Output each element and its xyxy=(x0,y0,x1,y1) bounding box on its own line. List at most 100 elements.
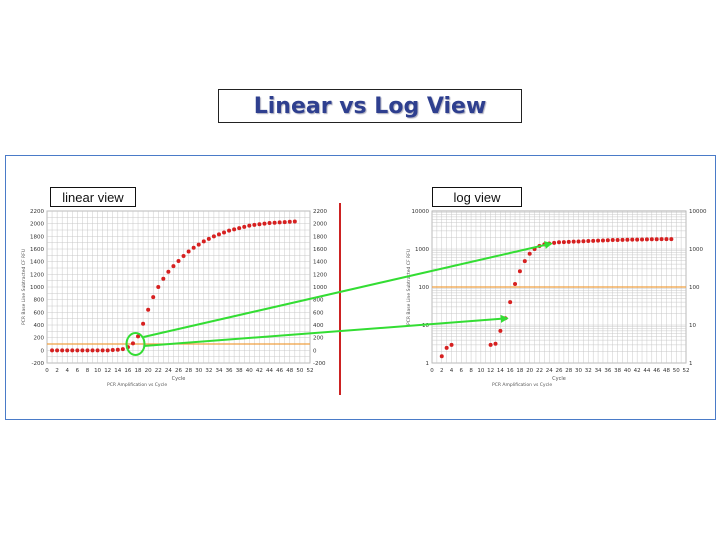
linear-x-axis-label: Cycle xyxy=(172,376,186,382)
log-x-tick-label: 6 xyxy=(460,368,464,374)
log-x-tick-label: 38 xyxy=(614,368,621,374)
linear-y-tick-label: -200 xyxy=(32,361,45,367)
log-data-point xyxy=(444,345,449,350)
linear-y-tick-label-right: 1200 xyxy=(313,272,327,278)
linear-y-tick-label-right: 600 xyxy=(313,310,324,316)
linear-data-point xyxy=(80,348,85,353)
linear-data-point xyxy=(237,226,242,231)
log-data-point xyxy=(669,237,674,242)
log-data-point xyxy=(488,342,493,347)
log-x-tick-label: 22 xyxy=(536,368,543,374)
log-x-tick-label: 44 xyxy=(643,368,650,374)
slide-title: Linear vs Log View xyxy=(218,89,522,123)
linear-y-tick-label: 200 xyxy=(34,336,45,342)
linear-x-tick-label: 38 xyxy=(236,368,243,374)
log-view-label: log view xyxy=(432,187,522,207)
log-data-point xyxy=(557,240,561,245)
log-y-tick-label-right: 10 xyxy=(689,323,696,329)
linear-y-tick-label: 1600 xyxy=(30,247,44,253)
log-x-tick-label: 14 xyxy=(497,368,504,374)
log-x-tick-label: 18 xyxy=(516,368,523,374)
log-x-tick-label: 8 xyxy=(469,368,473,374)
log-data-point xyxy=(664,237,669,242)
log-data-point xyxy=(522,259,527,264)
log-data-point xyxy=(596,238,601,243)
log-y-tick-label: 1000 xyxy=(415,247,429,253)
log-y-tick-label: 1 xyxy=(426,361,430,367)
log-y-tick-label: 10000 xyxy=(412,209,430,215)
log-x-tick-label: 32 xyxy=(585,368,592,374)
linear-x-tick-label: 8 xyxy=(86,368,90,374)
log-y-axis-label: PCR Base Line Subtracted CF RFU xyxy=(406,249,412,325)
linear-data-point xyxy=(130,341,135,346)
linear-data-point xyxy=(65,348,70,353)
linear-data-point xyxy=(110,348,115,353)
linear-y-tick-label-right: -200 xyxy=(313,361,326,367)
log-x-tick-label: 0 xyxy=(430,368,434,374)
linear-data-point xyxy=(191,245,196,250)
log-data-point xyxy=(449,342,454,347)
linear-y-tick-label-right: 2200 xyxy=(313,209,327,215)
linear-y-tick-label-right: 1600 xyxy=(313,247,327,253)
linear-data-point xyxy=(141,321,146,326)
linear-data-point xyxy=(201,239,206,244)
log-x-tick-label: 40 xyxy=(624,368,631,374)
linear-data-point xyxy=(222,230,227,235)
log-x-tick-label: 50 xyxy=(673,368,680,374)
linear-data-point xyxy=(171,264,176,269)
log-data-point xyxy=(649,237,654,242)
linear-x-tick-label: 46 xyxy=(276,368,283,374)
linear-y-tick-label: 400 xyxy=(34,323,45,329)
linear-y-tick-label: 600 xyxy=(34,310,45,316)
linear-x-tick-label: 40 xyxy=(246,368,253,374)
log-y-tick-label-right: 100 xyxy=(689,285,700,291)
linear-data-point xyxy=(105,348,110,353)
log-y-tick-label-right: 1 xyxy=(689,361,693,367)
log-x-tick-label: 48 xyxy=(663,368,670,374)
log-data-point xyxy=(513,281,518,286)
linear-x-tick-label: 26 xyxy=(175,368,182,374)
log-data-point xyxy=(517,269,522,274)
arrow-to-plateau xyxy=(143,241,553,338)
linear-data-point xyxy=(166,269,171,274)
linear-data-point xyxy=(156,285,161,289)
linear-data-point xyxy=(211,234,216,239)
linear-data-point xyxy=(115,347,120,352)
linear-data-point xyxy=(136,334,141,339)
arrow-overlay xyxy=(125,241,553,356)
log-data-point xyxy=(591,238,596,243)
linear-y-tick-label-right: 1800 xyxy=(313,234,327,240)
linear-data-point xyxy=(252,222,257,227)
log-x-tick-label: 24 xyxy=(546,368,553,374)
linear-y-tick-label: 1400 xyxy=(30,260,44,266)
log-x-tick-label: 16 xyxy=(507,368,514,374)
linear-data-point xyxy=(100,348,105,353)
linear-y-tick-label: 2000 xyxy=(30,222,44,228)
linear-data-point xyxy=(161,276,166,281)
linear-y-tick-label-right: 400 xyxy=(313,323,324,329)
log-chart: 0 2 4 6 8 10 12 14 16 18 20 22 24 26 28 30 32 34 36 38 40 42 4… xyxy=(406,209,707,388)
log-x-axis-label: Cycle xyxy=(552,376,566,382)
log-data-point xyxy=(571,239,576,244)
linear-x-tick-label: 0 xyxy=(45,368,49,374)
linear-y-tick-label: 0 xyxy=(41,348,45,354)
linear-y-axis-label: PCR Base Line Subtracted CF RFU xyxy=(21,249,27,325)
linear-data-point xyxy=(186,249,191,254)
linear-x-tick-label: 6 xyxy=(76,368,80,374)
linear-data-point xyxy=(85,348,90,353)
linear-y-tick-label: 1000 xyxy=(30,285,44,291)
linear-data-point xyxy=(287,219,292,224)
log-data-point xyxy=(659,237,664,242)
log-x-tick-label: 4 xyxy=(450,368,454,374)
log-y-tick-label: 10 xyxy=(422,323,429,329)
linear-x-tick-label: 32 xyxy=(205,368,212,374)
log-data-point xyxy=(644,237,649,242)
log-x-tick-label: 28 xyxy=(565,368,572,374)
linear-view-label: linear view xyxy=(50,187,136,207)
linear-data-point xyxy=(282,220,287,225)
linear-x-tick-label: 18 xyxy=(135,368,142,374)
linear-data-point xyxy=(277,220,282,225)
log-data-point xyxy=(620,237,625,242)
linear-y-tick-label: 2200 xyxy=(30,209,44,215)
linear-x-tick-label: 10 xyxy=(94,368,101,374)
